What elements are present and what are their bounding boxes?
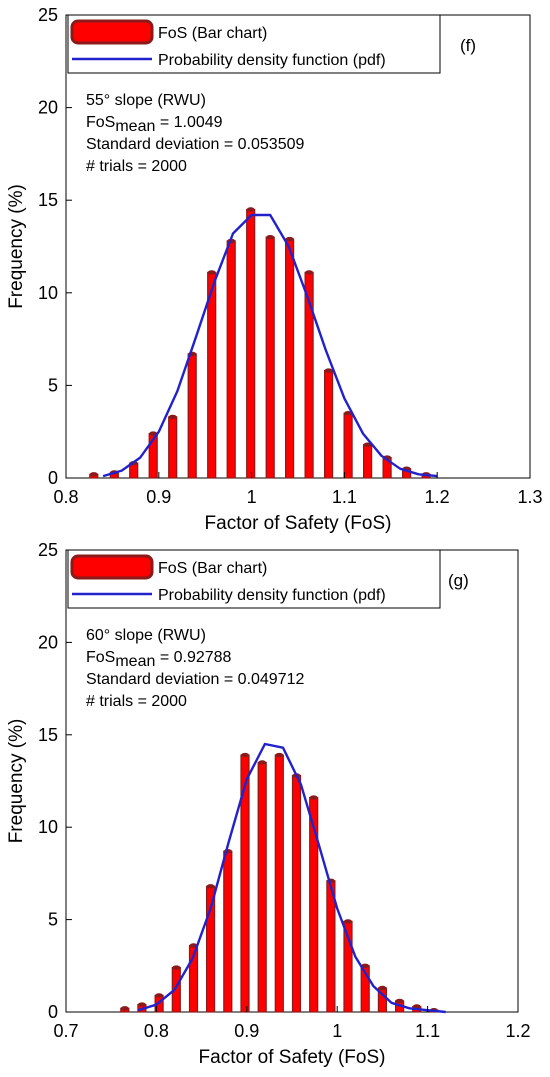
bar-cap bbox=[344, 919, 352, 924]
legend-bar-swatch bbox=[70, 19, 154, 45]
bar-cap bbox=[189, 943, 198, 948]
legend-pdf-label: Probability density function (pdf) bbox=[158, 587, 386, 604]
x-axis-label: Factor of Safety (FoS) bbox=[199, 1047, 386, 1068]
bar-cap bbox=[363, 442, 372, 447]
slope-label: 60° slope (RWU) bbox=[86, 627, 206, 644]
bar bbox=[274, 754, 284, 1013]
fos-mean-label: FoSmean = 0.92788 bbox=[86, 649, 232, 670]
bar bbox=[363, 444, 373, 479]
fos-subscript: mean bbox=[115, 118, 155, 135]
pdf-line bbox=[102, 213, 438, 478]
x-axis-label: Factor of Safety (FoS) bbox=[205, 513, 392, 534]
x-tick-label: 0.8 bbox=[144, 1021, 169, 1041]
std-dev-label: Standard deviation = 0.053509 bbox=[86, 136, 305, 153]
y-axis-label: Frequency (%) bbox=[6, 184, 27, 309]
y-tick-label: 20 bbox=[38, 98, 58, 118]
fos-subscript: mean bbox=[115, 653, 155, 670]
y-tick-label: 0 bbox=[48, 1002, 58, 1022]
bar bbox=[168, 416, 178, 479]
slope-label: 55° slope (RWU) bbox=[86, 92, 206, 109]
y-tick-label: 15 bbox=[38, 190, 58, 210]
panel-label: (g) bbox=[448, 571, 469, 590]
bar-cap bbox=[168, 414, 177, 420]
bar bbox=[285, 238, 295, 479]
trials-label: # trials = 2000 bbox=[86, 158, 187, 175]
y-tick-label: 0 bbox=[48, 468, 58, 488]
y-tick-label: 5 bbox=[48, 375, 58, 395]
legend: FoS (Bar chart) Probability density funct… bbox=[67, 549, 441, 609]
chart-panel-g: 0.7 0.8 0.9 1 1.1 1.2 0 5 10 15 20 25 Factor of Safe… bbox=[6, 540, 531, 1068]
bar-cap bbox=[206, 884, 215, 889]
legend: FoS (Bar chart) Probability density funct… bbox=[67, 14, 441, 74]
x-tick-label: 1 bbox=[247, 487, 257, 507]
bar-cap bbox=[89, 472, 98, 477]
bar-cap bbox=[172, 965, 181, 970]
bar-cap bbox=[207, 270, 216, 275]
bar-cap bbox=[246, 207, 255, 212]
std-dev-label: Standard deviation = 0.049712 bbox=[86, 671, 305, 688]
legend-bar-label: FoS (Bar chart) bbox=[158, 560, 267, 577]
stats-annotation: 60° slope (RWU)FoSmean = 0.92788Standard… bbox=[86, 627, 305, 710]
bar-cap bbox=[285, 236, 294, 242]
y-tick-label: 20 bbox=[38, 632, 58, 652]
bar-cap bbox=[137, 1002, 146, 1007]
x-tick-label: 0.8 bbox=[53, 487, 78, 507]
legend-bar-swatch bbox=[70, 554, 154, 580]
y-tick-label: 5 bbox=[48, 910, 58, 930]
panel-label: (f) bbox=[460, 36, 476, 55]
chart-panel-f: 0.8 0.9 1 1.1 1.2 1.3 0 5 10 15 20 25 Factor of Safe… bbox=[6, 5, 543, 534]
bar bbox=[187, 353, 197, 479]
x-tick-label: 1.2 bbox=[425, 487, 450, 507]
fos-prefix: FoS bbox=[86, 114, 115, 131]
y-axis-label: Frequency (%) bbox=[6, 719, 27, 844]
y-tick-label: 25 bbox=[38, 540, 58, 560]
y-tick-label: 10 bbox=[38, 817, 58, 837]
y-tick-label: 25 bbox=[38, 5, 58, 25]
bar-cap bbox=[412, 1004, 421, 1009]
bar-cap bbox=[305, 270, 314, 275]
x-tick-label: 0.7 bbox=[53, 1021, 78, 1041]
bar-cap bbox=[378, 985, 387, 991]
x-tick-label: 0.9 bbox=[146, 487, 171, 507]
legend-bar-label: FoS (Bar chart) bbox=[158, 25, 267, 42]
x-tick-label: 1.2 bbox=[505, 1021, 530, 1041]
bar-cap bbox=[275, 752, 284, 758]
bar bbox=[291, 774, 302, 1013]
bar-cap bbox=[395, 998, 404, 1004]
bar-cap bbox=[266, 235, 275, 240]
bar bbox=[265, 236, 275, 479]
bar-cap bbox=[344, 411, 353, 416]
bar-cap bbox=[155, 993, 164, 998]
bar bbox=[226, 240, 236, 479]
legend-pdf-label: Probability density function (pdf) bbox=[158, 52, 386, 69]
bar-cap bbox=[258, 760, 267, 765]
fos-value: = 1.0049 bbox=[155, 114, 222, 131]
stats-annotation: 55° slope (RWU)FoSmean = 1.0049Standard … bbox=[86, 92, 305, 175]
bar-cap bbox=[309, 795, 318, 800]
y-tick-label: 10 bbox=[38, 283, 58, 303]
pdf-line bbox=[137, 742, 446, 1014]
bar-cap bbox=[120, 1006, 129, 1011]
bar-cap bbox=[241, 752, 249, 758]
bar bbox=[343, 412, 353, 479]
fos-value: = 0.92788 bbox=[155, 649, 231, 666]
y-tick-label: 15 bbox=[38, 725, 58, 745]
bar bbox=[246, 208, 256, 479]
x-tick-label: 1.1 bbox=[415, 1021, 440, 1041]
bar bbox=[257, 761, 267, 1013]
fos-mean-label: FoSmean = 1.0049 bbox=[86, 114, 223, 135]
bar bbox=[324, 370, 334, 479]
trials-label: # trials = 2000 bbox=[86, 693, 187, 710]
fos-prefix: FoS bbox=[86, 649, 115, 666]
x-tick-label: 1 bbox=[332, 1021, 342, 1041]
bar-cap bbox=[324, 368, 333, 373]
plot-frame bbox=[65, 14, 531, 479]
x-tick-label: 1.3 bbox=[517, 487, 542, 507]
x-tick-label: 0.9 bbox=[234, 1021, 259, 1041]
bar-cap bbox=[361, 963, 370, 968]
bar bbox=[207, 271, 217, 479]
x-tick-label: 1.1 bbox=[332, 487, 357, 507]
bar bbox=[223, 850, 233, 1013]
